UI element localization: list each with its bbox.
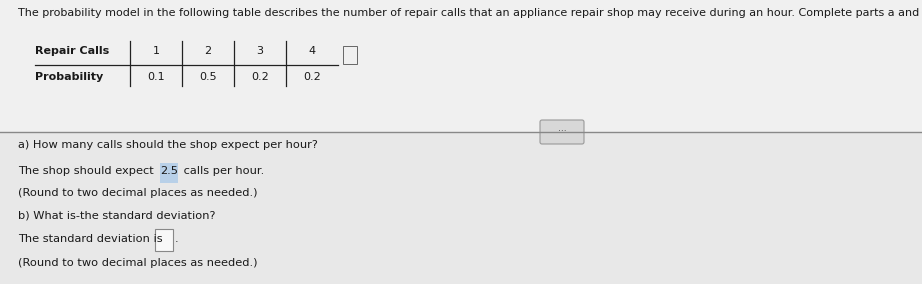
Text: b) What is‑the standard deviation?: b) What is‑the standard deviation? bbox=[18, 210, 216, 220]
FancyBboxPatch shape bbox=[0, 0, 922, 132]
Text: 4: 4 bbox=[309, 46, 315, 56]
Text: 0.2: 0.2 bbox=[303, 72, 321, 82]
Text: a) How many calls should the shop expect per hour?: a) How many calls should the shop expect… bbox=[18, 140, 318, 150]
FancyBboxPatch shape bbox=[540, 120, 584, 144]
Text: 2.5: 2.5 bbox=[160, 166, 178, 176]
Text: 0.2: 0.2 bbox=[251, 72, 269, 82]
Text: Repair Calls: Repair Calls bbox=[35, 46, 109, 56]
FancyBboxPatch shape bbox=[160, 163, 178, 183]
Text: (Round to two decimal places as needed.): (Round to two decimal places as needed.) bbox=[18, 258, 257, 268]
Text: 1: 1 bbox=[152, 46, 160, 56]
Text: ···: ··· bbox=[558, 128, 566, 137]
Text: 0.1: 0.1 bbox=[148, 72, 165, 82]
Text: 0.5: 0.5 bbox=[199, 72, 217, 82]
Text: Probability: Probability bbox=[35, 72, 103, 82]
Text: The shop should expect: The shop should expect bbox=[18, 166, 158, 176]
Text: The probability model in the following table describes the number of repair call: The probability model in the following t… bbox=[18, 8, 922, 18]
Text: .: . bbox=[175, 234, 179, 244]
Text: 2: 2 bbox=[205, 46, 211, 56]
FancyBboxPatch shape bbox=[0, 132, 922, 284]
FancyBboxPatch shape bbox=[155, 229, 173, 251]
Text: The standard deviation is: The standard deviation is bbox=[18, 234, 166, 244]
Text: (Round to two decimal places as needed.): (Round to two decimal places as needed.) bbox=[18, 188, 257, 198]
Text: 3: 3 bbox=[256, 46, 264, 56]
Text: calls per hour.: calls per hour. bbox=[180, 166, 265, 176]
FancyBboxPatch shape bbox=[343, 46, 357, 64]
